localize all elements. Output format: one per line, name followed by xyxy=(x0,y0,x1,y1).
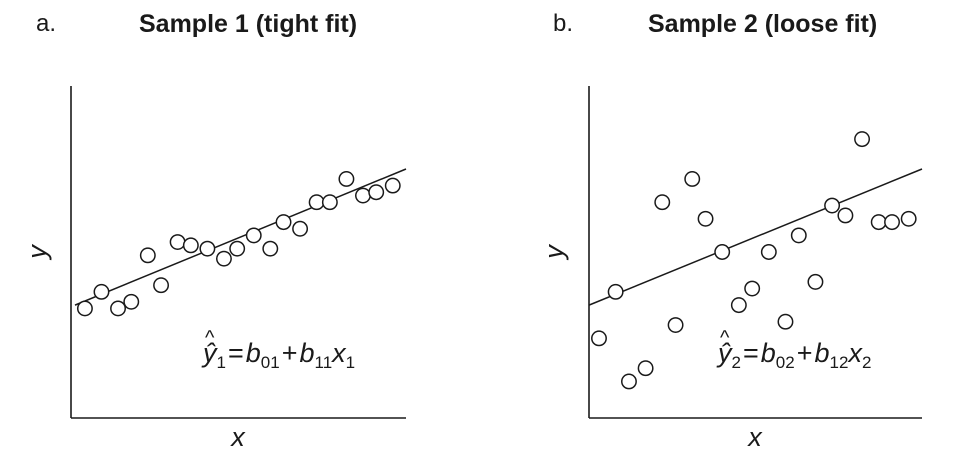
equation-x-sub: 1 xyxy=(345,353,356,372)
panel-b-data-point-6 xyxy=(667,317,684,333)
equation-x: x xyxy=(848,338,862,368)
panel-a-data-point-18 xyxy=(338,171,355,187)
panel-b-data-point-10 xyxy=(730,297,747,314)
panel-a-data-point-5 xyxy=(139,247,156,264)
panel-a-data-point-16 xyxy=(308,194,325,211)
panel-b-data-point-11 xyxy=(744,280,761,297)
panel-b-data-point-21 xyxy=(900,210,917,227)
panel-b-data-point-12 xyxy=(760,244,777,260)
panel-b-data-point-18 xyxy=(854,131,871,148)
panel-a-letter: a. xyxy=(36,10,57,37)
panel-a-data-point-8 xyxy=(182,237,199,254)
panel-b-x-label: x xyxy=(746,422,763,452)
panel-a-data-point-20 xyxy=(368,184,385,201)
panel-a-data-point-13 xyxy=(262,240,279,257)
equation-b1-sub: 11 xyxy=(314,353,333,372)
panel-b-data-point-13 xyxy=(777,313,794,330)
panel-b-marks xyxy=(588,131,923,390)
panel-a-data-point-6 xyxy=(153,277,170,294)
panel-b-fit-line xyxy=(588,168,923,306)
panel-a-data-point-2 xyxy=(93,283,110,300)
panel-b-data-point-17 xyxy=(837,207,854,224)
panel-b-data-point-9 xyxy=(714,244,731,260)
equation-b0-sub: 02 xyxy=(775,353,795,372)
equation-b0-sub: 01 xyxy=(260,353,280,372)
equation-b1: b xyxy=(814,338,830,368)
panel-b-data-point-5 xyxy=(654,194,671,211)
equation-yhat: ŷ xyxy=(718,338,732,368)
panel-b-data-point-15 xyxy=(807,273,824,290)
panel-a-data-point-9 xyxy=(199,240,216,257)
equation-b1: b xyxy=(299,338,315,368)
panel-a-title: Sample 1 (tight fit) xyxy=(139,10,358,38)
panel-b-equation: ŷ2=b02+b12x2 xyxy=(718,328,872,372)
equation-lhs-sub: 1 xyxy=(216,353,226,372)
equation-lhs: ŷ1 xyxy=(203,328,226,372)
panel-b-data-point-3 xyxy=(621,373,637,390)
equation-b0: b xyxy=(760,338,776,368)
panel-b-data-point-16 xyxy=(824,197,841,214)
equation-plus: + xyxy=(796,338,813,368)
panel-b-y-label: y xyxy=(539,244,569,261)
panel-b-data-point-4 xyxy=(637,360,654,377)
panel-b-data-point-20 xyxy=(884,214,900,231)
panel-a-data-point-21 xyxy=(384,177,401,194)
panel-a-data-point-11 xyxy=(229,240,246,257)
panel-a-data-point-19 xyxy=(355,187,371,204)
equation-plus: + xyxy=(281,338,298,368)
panel-a-data-point-3 xyxy=(110,300,126,317)
equation-x-sub: 2 xyxy=(861,353,872,372)
panel-a-data-point-1 xyxy=(76,300,93,317)
panel-b-data-point-7 xyxy=(684,171,701,187)
panel-a-fit-line xyxy=(74,168,407,306)
panel-b-data-point-14 xyxy=(790,227,807,244)
equation-lhs: ŷ2 xyxy=(718,328,741,372)
panel-a-marks xyxy=(74,168,407,317)
panel-b-axes: x y xyxy=(539,86,922,452)
panel-a-axes: x y xyxy=(22,86,406,452)
panel-a-data-point-4 xyxy=(123,293,140,310)
panel-a-x-label: x xyxy=(229,422,246,452)
panel-a-data-point-12 xyxy=(245,227,262,244)
panel-a-data-point-15 xyxy=(292,220,309,237)
panel-b-data-point-1 xyxy=(591,330,607,347)
equation-b0: b xyxy=(245,338,261,368)
panel-a-data-point-10 xyxy=(216,250,232,267)
equation-lhs-sub: 2 xyxy=(731,353,741,372)
panel-a-data-point-17 xyxy=(321,194,338,211)
panel-a-data-point-7 xyxy=(169,234,186,250)
panel-a-data-point-14 xyxy=(275,214,292,231)
panel-a-y-label: y xyxy=(22,244,52,261)
panel-b-letter: b. xyxy=(553,10,574,37)
panel-a-equation: ŷ1=b01+b11x1 xyxy=(203,328,356,372)
panel-b-data-point-19 xyxy=(870,214,887,231)
equation-b1-sub: 12 xyxy=(829,353,849,372)
equation-yhat: ŷ xyxy=(203,338,217,368)
panel-b-data-point-8 xyxy=(697,210,714,227)
equation-x: x xyxy=(332,338,346,368)
panel-b-data-point-2 xyxy=(607,283,624,300)
panel-b-title: Sample 2 (loose fit) xyxy=(648,10,878,38)
